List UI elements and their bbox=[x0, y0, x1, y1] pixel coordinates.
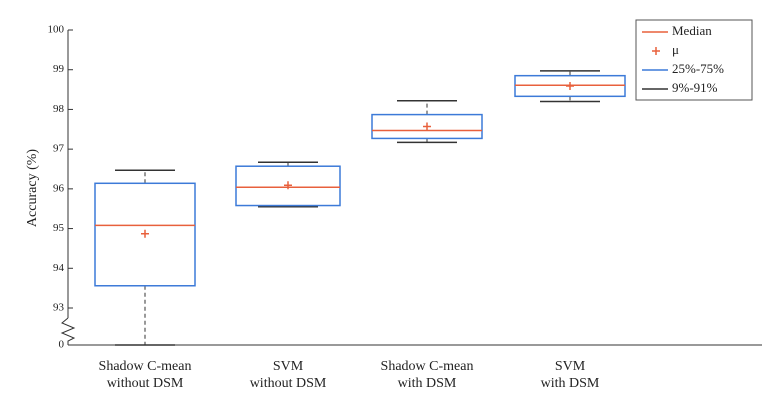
x-tick-label: Shadow C-mean bbox=[99, 359, 192, 374]
y-tick-label: 96 bbox=[53, 182, 65, 194]
x-tick-label: without DSM bbox=[107, 376, 184, 391]
y-tick-label: 0 bbox=[59, 339, 65, 351]
legend-label: μ bbox=[672, 42, 679, 57]
legend-label: 9%-91% bbox=[672, 80, 718, 95]
y-tick-label: 99 bbox=[53, 63, 65, 75]
x-tick-label: SVM bbox=[273, 359, 304, 374]
x-tick-label: SVM bbox=[555, 359, 586, 374]
x-tick-label: with DSM bbox=[398, 376, 457, 391]
legend-label: 25%-75% bbox=[672, 61, 724, 76]
y-tick-label: 100 bbox=[48, 24, 65, 36]
legend-label: Median bbox=[672, 23, 712, 38]
x-tick-label: without DSM bbox=[250, 376, 327, 391]
y-tick-label: 98 bbox=[53, 103, 65, 115]
mean-marker bbox=[284, 181, 292, 189]
x-tick-label: Shadow C-mean bbox=[381, 359, 474, 374]
mean-marker bbox=[141, 230, 149, 238]
y-axis-label: Accuracy (%) bbox=[25, 149, 40, 227]
y-tick-label: 94 bbox=[53, 262, 65, 274]
mean-marker bbox=[423, 123, 431, 131]
mean-marker bbox=[566, 82, 574, 90]
y-tick-label: 97 bbox=[53, 143, 65, 155]
chart: Accuracy (%) 0 93 94 95 96 97 98 99 100 Shadow C-… bbox=[0, 0, 762, 394]
x-tick-label: with DSM bbox=[541, 376, 600, 391]
y-tick-label: 93 bbox=[53, 302, 65, 314]
y-tick-label: 95 bbox=[53, 222, 65, 234]
